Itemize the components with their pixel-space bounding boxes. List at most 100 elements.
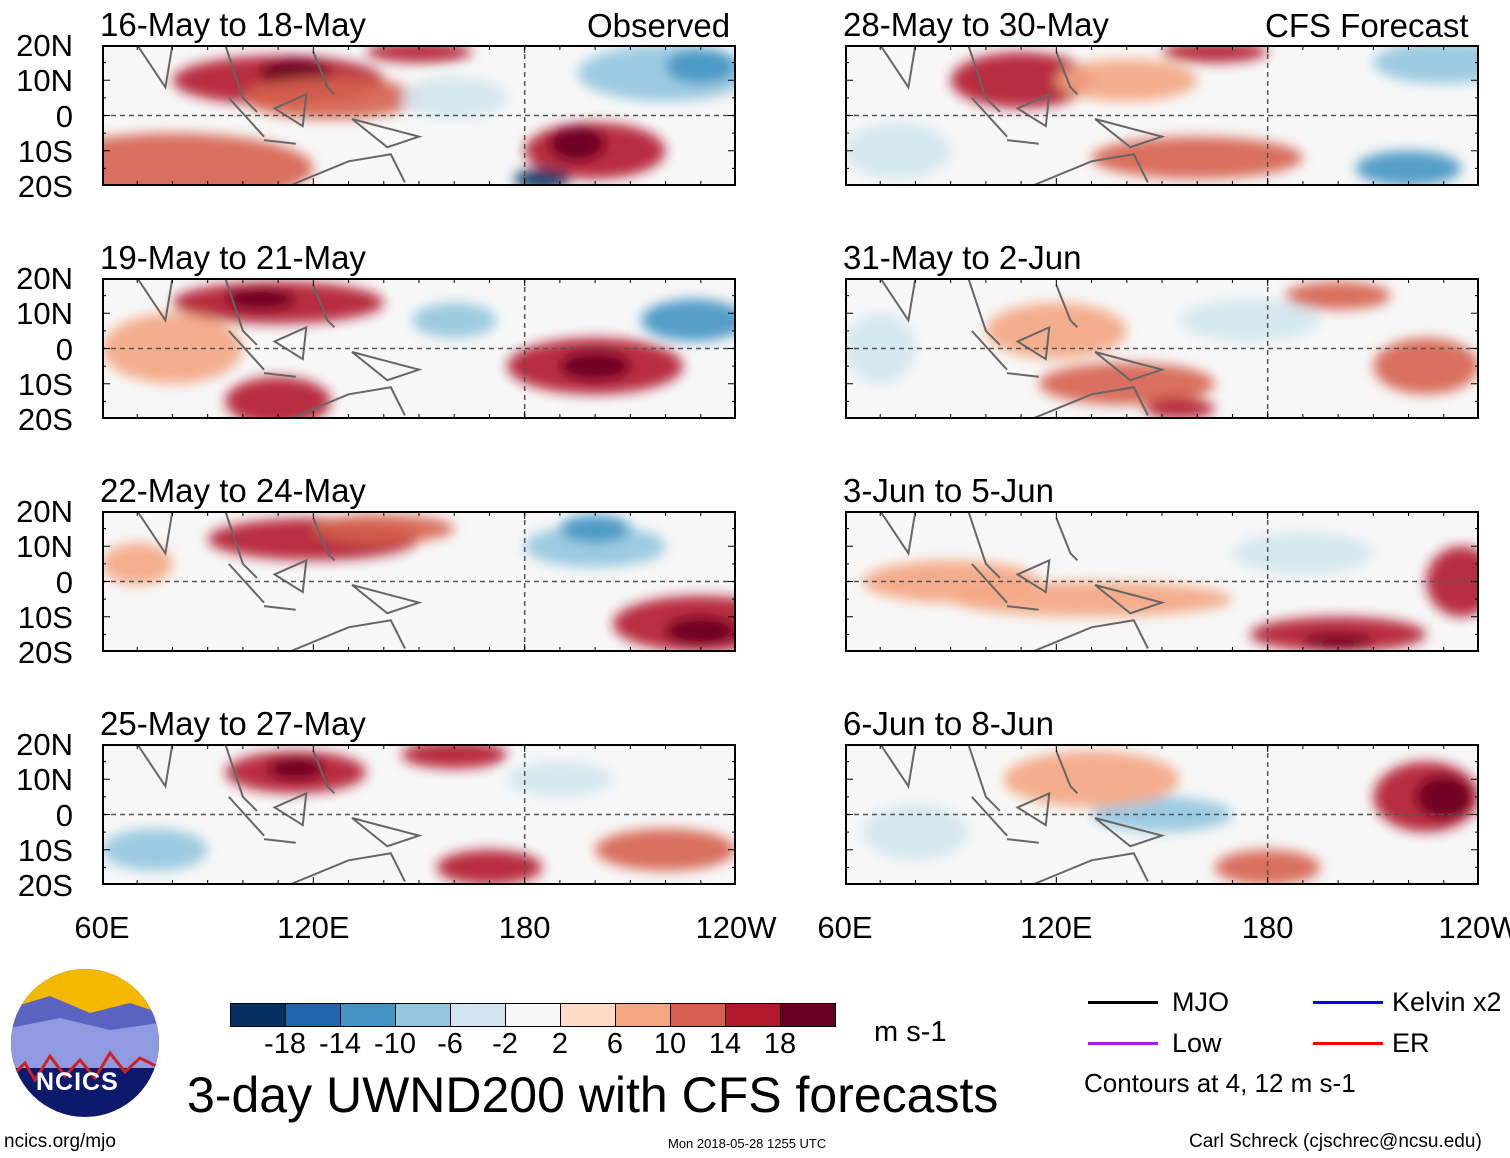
wind-anomaly-area — [102, 133, 314, 186]
wind-anomaly-area — [1285, 281, 1391, 310]
legend-label-mjo: MJO — [1172, 987, 1229, 1017]
wind-anomaly-area — [640, 299, 736, 342]
forecast-map-panel — [845, 45, 1479, 186]
lat-label: 20S — [17, 402, 73, 437]
wind-anomaly-area — [225, 376, 331, 419]
wind-anomaly-area — [665, 48, 736, 84]
panel-title: 22-May to 24-May — [100, 472, 366, 509]
wind-anomaly-area — [950, 52, 1092, 109]
legend-swatch-er — [1313, 1042, 1383, 1045]
wind-anomaly-area — [507, 761, 613, 797]
wind-anomaly-area — [401, 76, 508, 120]
coastline — [136, 45, 423, 186]
forecast-map-panel — [845, 511, 1479, 652]
coastline — [136, 278, 423, 419]
wind-anomaly-area — [1179, 299, 1321, 342]
lat-label: 10N — [16, 762, 73, 798]
wind-anomaly-area — [985, 302, 1127, 360]
colorbar-label: 18 — [763, 1028, 797, 1060]
lon-label: 120E — [277, 910, 350, 945]
panel-title: 19-May to 21-May — [100, 239, 366, 276]
wind-anomaly-area — [549, 126, 606, 162]
logo-text: NCICS — [36, 1068, 119, 1096]
lon-label: 120W — [1438, 910, 1510, 945]
lat-label: 10S — [17, 599, 73, 635]
wind-anomaly-area — [845, 313, 916, 384]
lat-label: 20N — [16, 727, 73, 762]
forecast-label: CFS Forecast — [1265, 7, 1469, 44]
colorbar-label: -10 — [374, 1028, 416, 1060]
wind-anomaly-area — [1056, 59, 1198, 102]
wind-anomaly-area — [665, 616, 736, 645]
legend-label-kelvin: Kelvin x2 — [1392, 987, 1502, 1017]
lon-label: 60E — [74, 910, 130, 945]
wind-anomaly-area — [1214, 849, 1321, 885]
lat-label: 0 — [55, 331, 73, 367]
wind-anomaly-area — [1302, 634, 1374, 649]
colorbar-swatch — [671, 1004, 726, 1026]
lon-label: 180 — [1241, 910, 1294, 945]
lat-label: 10S — [17, 832, 73, 868]
colorbar-swatch — [781, 1004, 835, 1026]
wind-anomaly-area — [1355, 150, 1462, 186]
ncics-logo: NCICS — [10, 968, 160, 1123]
panel-title: 16-May to 18-May — [100, 6, 366, 43]
lat-label: 20N — [16, 28, 73, 63]
colorbar-swatch — [506, 1004, 561, 1026]
colorbar-swatch — [396, 1004, 451, 1026]
legend-label-er: ER — [1392, 1028, 1430, 1058]
observed-label: Observed — [587, 7, 731, 44]
colorbar-label: -6 — [437, 1028, 463, 1060]
contours-note: Contours at 4, 12 m s-1 — [1084, 1068, 1356, 1098]
observed-map-panel — [102, 278, 736, 419]
wind-anomaly-area — [313, 514, 455, 543]
colorbar-label: 14 — [708, 1028, 742, 1060]
wind-anomaly-area — [102, 313, 243, 384]
colorbar-label: 10 — [653, 1028, 687, 1060]
colorbar-units: m s-1 — [874, 1016, 947, 1048]
wind-anomaly-area — [225, 288, 296, 310]
legend-swatch-low — [1088, 1042, 1158, 1045]
lat-label: 20S — [17, 868, 73, 903]
wind-anomaly-area — [845, 122, 951, 179]
colorbar-label: 2 — [551, 1028, 569, 1060]
colorbar-label: 6 — [606, 1028, 624, 1060]
wind-anomaly-area — [1415, 775, 1472, 819]
lat-label: 20N — [16, 494, 73, 529]
colorbar-swatch — [231, 1004, 286, 1026]
colorbar-label: -14 — [319, 1028, 361, 1060]
forecast-map-panel — [845, 278, 1479, 419]
panel-title: 25-May to 27-May — [100, 705, 366, 742]
colorbar-label: -18 — [264, 1028, 306, 1060]
lat-label: 0 — [55, 797, 73, 833]
panel-title: 28-May to 30-May — [843, 6, 1109, 43]
wind-anomaly-area — [1232, 532, 1374, 575]
coastline — [879, 744, 1166, 885]
wind-anomaly-area — [1144, 397, 1215, 419]
coastline — [879, 511, 1166, 652]
coastline — [879, 45, 1166, 186]
wind-anomaly-area — [514, 168, 571, 186]
wind-anomaly-area — [411, 302, 497, 338]
lat-label: 10S — [17, 366, 73, 402]
source-url[interactable]: ncics.org/mjo — [4, 1131, 116, 1152]
lat-label: 0 — [55, 564, 73, 600]
lat-label: 0 — [55, 98, 73, 134]
lon-label: 60E — [817, 910, 873, 945]
wind-anomaly-area — [1162, 45, 1268, 63]
wind-anomaly-area — [436, 849, 543, 885]
wind-anomaly-area — [524, 525, 666, 568]
colorbar-swatch — [286, 1004, 341, 1026]
wind-anomaly-area — [401, 744, 508, 769]
wind-anomaly-area — [1091, 136, 1303, 179]
forecast-map-panel — [845, 744, 1479, 885]
lat-label: 10N — [16, 296, 73, 332]
coastline — [136, 744, 423, 885]
figure-title: 3-day UWND200 with CFS forecasts — [187, 1067, 999, 1123]
lon-label: 120E — [1020, 910, 1093, 945]
wind-anomaly-area — [1038, 362, 1215, 405]
observed-map-panel — [102, 511, 736, 652]
wind-anomaly-area — [595, 828, 736, 871]
wind-anomaly-area — [102, 542, 173, 586]
lon-label: 120W — [695, 910, 777, 945]
